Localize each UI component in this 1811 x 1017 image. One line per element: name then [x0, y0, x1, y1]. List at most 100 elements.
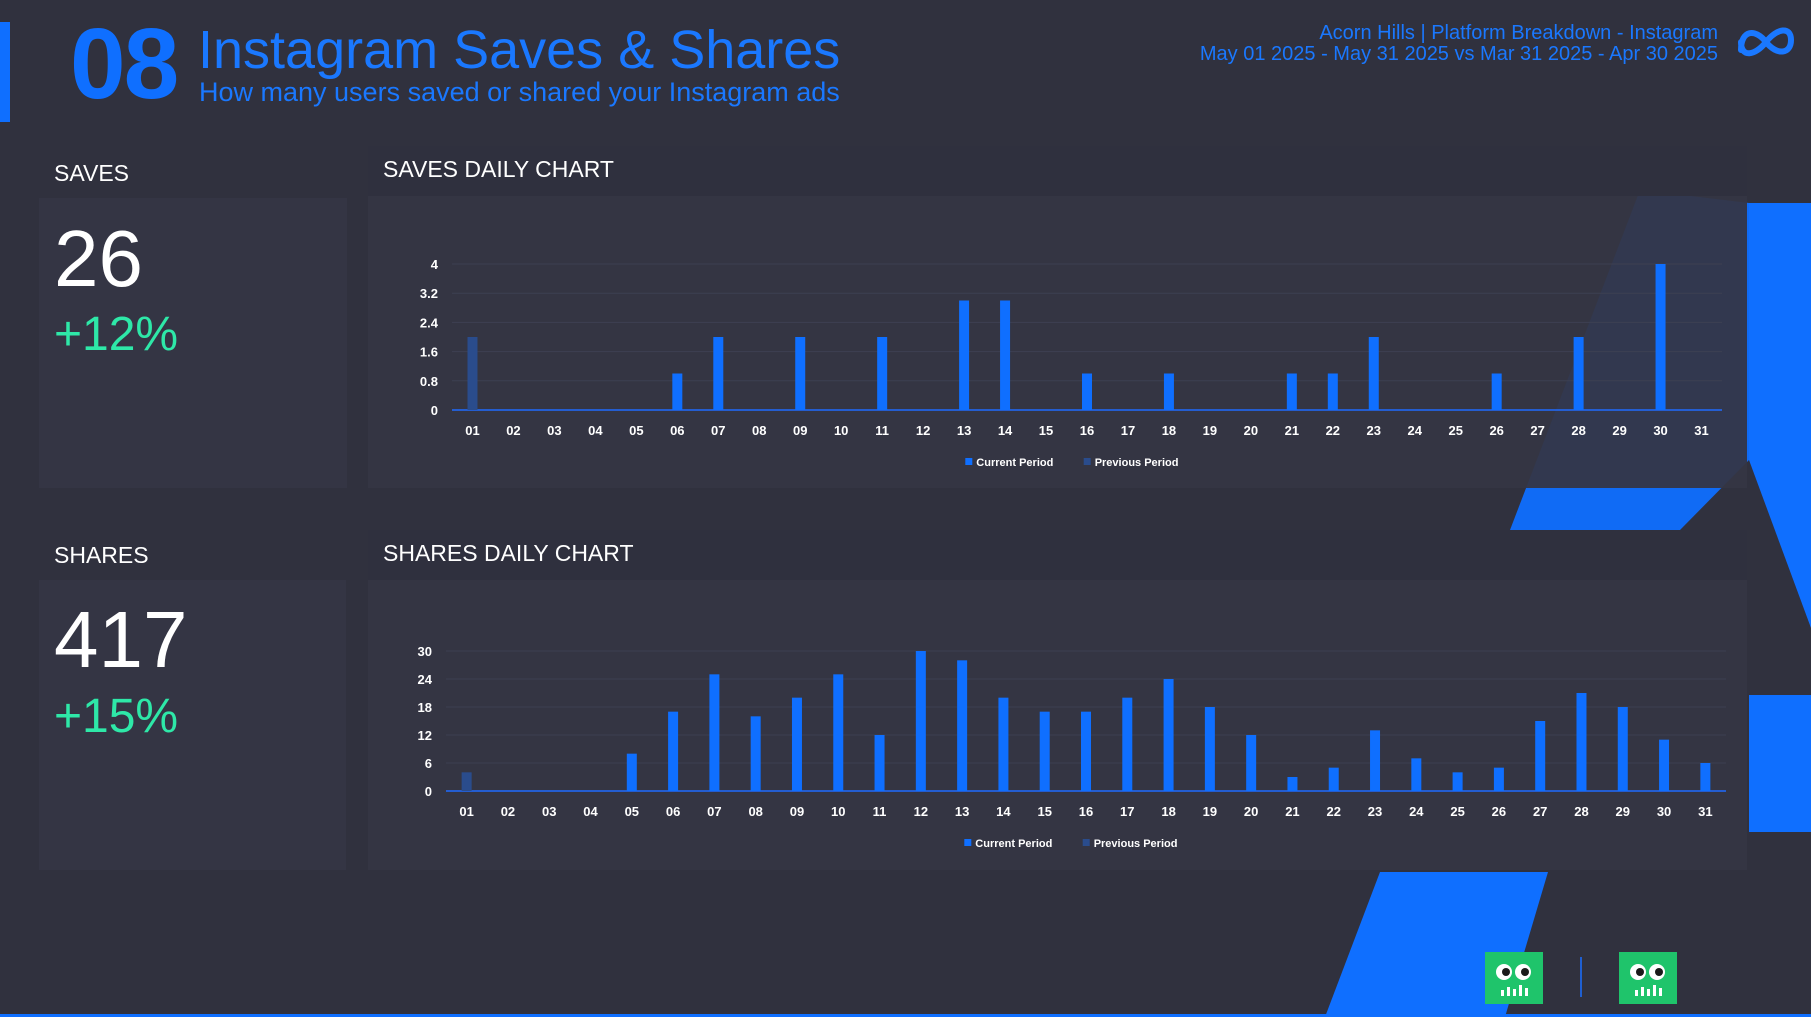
shares-chart-bar-current	[668, 711, 679, 791]
footer-divider	[1580, 957, 1582, 997]
shares-chart-bar-current	[791, 697, 802, 791]
shares-chart-bar-current	[957, 660, 968, 791]
saves-chart-x-tick-label: 20	[1244, 423, 1258, 438]
saves-chart-x-tick-label: 08	[752, 423, 766, 438]
saves-daily-chart: 0 0.8 1.6 2.4 3.2 4 01 02 03 04 05 06 07 08 09 10 11 12 13…	[420, 257, 1722, 469]
saves-chart-y-tick-label: 3.2	[420, 286, 438, 301]
saves-chart-bar-current	[1286, 373, 1297, 410]
shares-chart-x-tick-label: 22	[1327, 804, 1341, 819]
saves-chart-x-tick-label: 03	[547, 423, 561, 438]
shares-chart-panel: SHARES DAILY CHART 0 6 12 18 24 30 01 02 03 04 05 0…	[368, 530, 1747, 870]
saves-chart-x-tick-label: 02	[506, 423, 520, 438]
shares-label: SHARES	[54, 542, 149, 568]
shares-chart-bar-current	[1122, 697, 1133, 791]
saves-chart-y-tick-label: 0.8	[420, 374, 438, 389]
shares-chart-header	[368, 530, 1747, 580]
shares-chart-x-tick-label: 28	[1574, 804, 1588, 819]
saves-chart-x-tick-label: 06	[670, 423, 684, 438]
saves-chart-legend-label: Previous Period	[1095, 457, 1179, 469]
saves-chart-x-tick-label: 11	[875, 423, 889, 438]
shares-chart-x-tick-label: 27	[1533, 804, 1547, 819]
saves-chart-bar-current	[713, 337, 724, 410]
saves-card-header	[39, 148, 347, 198]
shares-chart-bar-current	[750, 716, 761, 791]
shares-chart-x-tick-label: 23	[1368, 804, 1382, 819]
shares-value: 417	[54, 595, 188, 684]
shares-chart-bar-current	[998, 697, 1009, 791]
saves-chart-x-tick-label: 25	[1448, 423, 1462, 438]
shares-chart-x-tick-label: 10	[831, 804, 845, 819]
shares-chart-bar-current	[1452, 772, 1463, 791]
shares-chart-x-tick-label: 24	[1409, 804, 1424, 819]
date-range: May 01 2025 - May 31 2025 vs Mar 31 2025…	[1199, 43, 1718, 65]
shares-chart-y-tick-label: 18	[418, 700, 432, 715]
saves-chart-bar-current	[1163, 373, 1174, 410]
shares-chart-bar-current	[1039, 711, 1050, 791]
saves-chart-x-tick-label: 18	[1162, 423, 1176, 438]
saves-chart-panel: SAVES DAILY CHART 0 0.8 1.6 2.4 3.2 4 01 02 03 04…	[368, 146, 1747, 488]
saves-chart-bar-current	[959, 300, 970, 410]
shares-chart-y-tick-label: 0	[425, 784, 432, 799]
shares-chart-x-tick-label: 03	[542, 804, 556, 819]
shares-chart-x-tick-label: 04	[583, 804, 598, 819]
shares-chart-bar-current	[1659, 739, 1670, 791]
shares-chart-x-tick-label: 30	[1657, 804, 1671, 819]
shares-chart-x-tick-label: 20	[1244, 804, 1258, 819]
shares-chart-bar-current	[1493, 767, 1504, 791]
meta-infinity-icon	[1738, 27, 1795, 57]
shares-chart-x-tick-label: 08	[748, 804, 762, 819]
saves-chart-x-tick-label: 10	[834, 423, 848, 438]
saves-chart-legend-swatch	[965, 458, 973, 465]
saves-chart-bar-current	[672, 373, 683, 410]
shares-chart-bar-current	[915, 651, 926, 791]
shares-kpi-card: SHARES 417 +15%	[39, 530, 346, 870]
shares-chart-bar-current	[833, 674, 844, 791]
shares-chart-legend-swatch	[964, 839, 972, 846]
shares-chart-x-tick-label: 17	[1120, 804, 1134, 819]
page-title: Instagram Saves & Shares	[198, 20, 841, 80]
saves-chart-x-tick-label: 29	[1612, 423, 1626, 438]
shares-chart-x-tick-label: 06	[666, 804, 680, 819]
saves-chart-bar-current	[1000, 300, 1011, 410]
saves-chart-x-tick-label: 24	[1408, 423, 1423, 438]
saves-chart-x-tick-label: 22	[1326, 423, 1340, 438]
section-number: 08	[70, 8, 179, 120]
saves-chart-bar-current	[1491, 373, 1502, 410]
saves-chart-title: SAVES DAILY CHART	[383, 156, 614, 182]
saves-chart-y-tick-label: 2.4	[420, 315, 439, 330]
shares-chart-x-tick-label: 15	[1037, 804, 1051, 819]
shares-chart-legend-label: Previous Period	[1094, 838, 1178, 850]
saves-chart-x-tick-label: 09	[793, 423, 807, 438]
saves-chart-x-tick-label: 14	[998, 423, 1013, 438]
saves-chart-x-tick-label: 15	[1039, 423, 1053, 438]
saves-chart-bar-current	[1573, 337, 1584, 410]
shares-chart-bar-current	[1535, 721, 1546, 791]
shares-chart-bar-current	[1204, 707, 1215, 791]
shares-chart-x-tick-label: 02	[501, 804, 515, 819]
shares-chart-x-tick-label: 29	[1616, 804, 1630, 819]
saves-chart-x-tick-label: 04	[588, 423, 603, 438]
shares-chart-x-tick-label: 26	[1492, 804, 1506, 819]
page-subtitle: How many users saved or shared your Inst…	[199, 77, 840, 107]
shares-chart-legend-label: Current Period	[975, 838, 1052, 850]
saves-chart-bar-current	[877, 337, 888, 410]
saves-label: SAVES	[54, 160, 129, 186]
saves-kpi-card: SAVES 26 +12%	[39, 148, 347, 488]
shares-chart-y-tick-label: 6	[425, 756, 432, 771]
shares-chart-bar-current	[1246, 735, 1257, 791]
saves-chart-x-tick-label: 12	[916, 423, 930, 438]
accent-bar	[0, 22, 10, 122]
shares-chart-x-tick-label: 25	[1450, 804, 1464, 819]
saves-chart-bar-current	[1327, 373, 1338, 410]
shares-chart-bar-current	[1411, 758, 1422, 791]
saves-chart-x-tick-label: 23	[1367, 423, 1381, 438]
shares-chart-x-tick-label: 05	[625, 804, 639, 819]
saves-chart-x-tick-label: 21	[1285, 423, 1299, 438]
saves-chart-x-tick-label: 26	[1489, 423, 1503, 438]
shares-chart-x-tick-label: 14	[996, 804, 1011, 819]
saves-change: +12%	[54, 308, 179, 361]
bottom-accent-line	[0, 1014, 1811, 1017]
shares-chart-x-tick-label: 21	[1285, 804, 1299, 819]
shares-chart-x-tick-label: 18	[1161, 804, 1175, 819]
saves-value: 26	[54, 214, 143, 303]
